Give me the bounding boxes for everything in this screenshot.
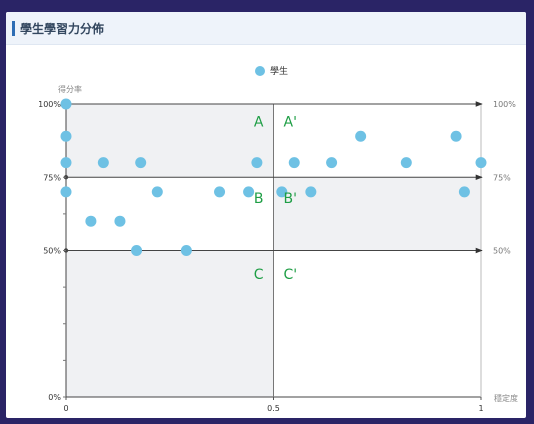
header-accent-bar	[12, 21, 15, 36]
quadrant-label: B'	[284, 191, 297, 207]
legend-label: 學生	[270, 65, 288, 77]
quadrant-label: C'	[284, 267, 298, 283]
shaded-region	[273, 177, 481, 251]
quadrant-label: A	[254, 115, 264, 131]
data-point[interactable]	[475, 157, 487, 169]
data-points	[60, 98, 487, 256]
data-point[interactable]	[288, 157, 300, 169]
quadrant-label: C	[254, 267, 264, 283]
quadrant-label: A'	[284, 115, 297, 131]
y-tick-label-right: 100%	[493, 100, 516, 109]
shaded-region	[66, 104, 274, 178]
x-tick-label: 0	[63, 404, 68, 413]
data-point[interactable]	[60, 186, 72, 198]
data-point[interactable]	[251, 157, 263, 169]
y-tick-label-right: 50%	[493, 247, 511, 256]
data-point[interactable]	[180, 245, 192, 256]
legend[interactable]: 學生	[255, 65, 288, 77]
data-point[interactable]	[60, 130, 72, 142]
y-tick-label-left: 100%	[38, 100, 61, 109]
shaded-regions	[66, 104, 481, 397]
data-point[interactable]	[355, 130, 367, 142]
tick-labels: 0 0.5 1 0% 50% 75% 100% 50% 75% 100%	[38, 100, 516, 413]
data-point[interactable]	[97, 157, 109, 169]
data-point[interactable]	[305, 186, 317, 198]
panel-title: 學生學習力分佈	[20, 22, 105, 36]
data-point[interactable]	[60, 157, 72, 169]
scatter-chart: 0 0.5 1 0% 50% 75% 100% 50% 75% 100% A A' B B' C C' 學生…	[38, 65, 518, 413]
y-tick-label-left: 50%	[43, 247, 61, 256]
data-point[interactable]	[151, 186, 163, 198]
quadrant-label: B	[254, 191, 264, 207]
data-point[interactable]	[85, 215, 97, 227]
chart-panel: 學生學習力分佈 0 0.5 1 0% 50% 75% 100% 50% 75% 100% A A' B…	[6, 12, 526, 418]
chart-axes	[63, 101, 483, 400]
y-tick-label-right: 75%	[493, 173, 511, 182]
data-point[interactable]	[326, 157, 338, 169]
y-tick-label-left: 0%	[48, 393, 61, 402]
data-point[interactable]	[458, 186, 470, 198]
legend-marker	[255, 66, 265, 76]
data-point[interactable]	[276, 186, 288, 198]
data-point[interactable]	[135, 157, 147, 169]
data-point[interactable]	[400, 157, 412, 169]
shaded-region	[66, 250, 274, 397]
data-point[interactable]	[114, 215, 126, 227]
y-axis-label: 得分率	[58, 84, 82, 94]
data-point[interactable]	[60, 98, 72, 110]
data-point[interactable]	[131, 245, 143, 256]
data-point[interactable]	[450, 130, 462, 142]
x-axis-label: 穩定度	[494, 393, 518, 403]
quadrant-labels: A A' B B' C C'	[254, 115, 297, 283]
y-tick-label-left: 75%	[43, 173, 61, 182]
x-tick-label: 1	[478, 404, 483, 413]
data-point[interactable]	[214, 186, 226, 198]
panel-header: 學生學習力分佈	[6, 12, 526, 45]
x-tick-label: 0.5	[267, 404, 280, 413]
data-point[interactable]	[243, 186, 255, 198]
